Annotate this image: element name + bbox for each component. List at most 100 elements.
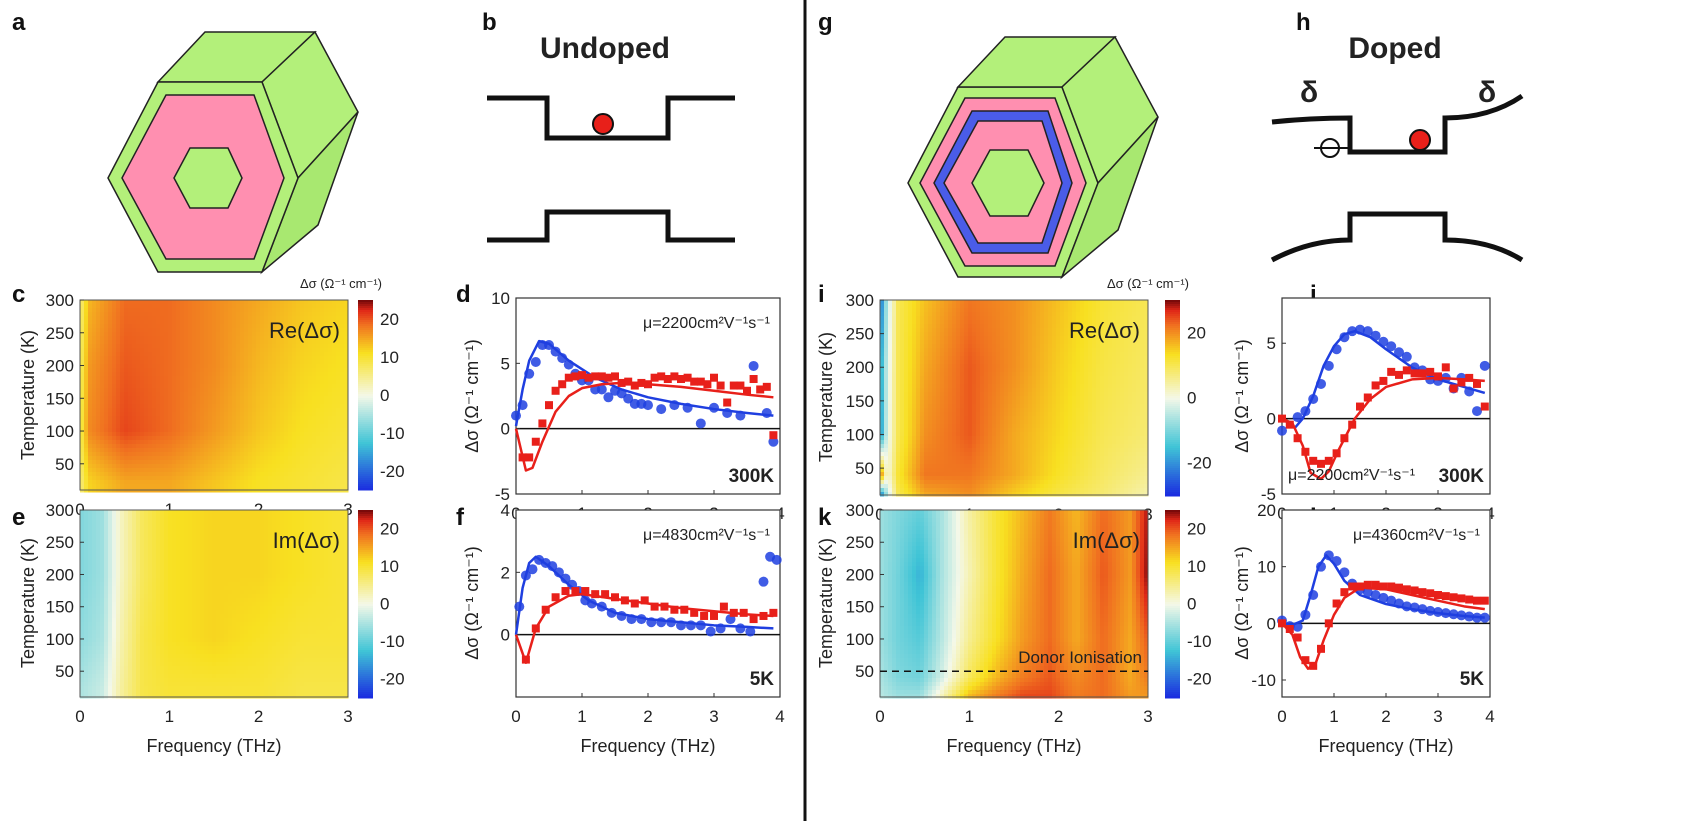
heatmap-cell [272,436,277,441]
heatmap-cell [172,440,177,445]
heatmap-cell [156,440,161,445]
heatmap-cell [120,460,125,465]
heatmap-cell [140,476,145,481]
heatmap-cell [332,352,337,357]
heatmap-cell [80,634,85,639]
heatmap-cell [148,534,153,539]
heatmap-cell [336,360,341,365]
heatmap-cell [160,388,165,393]
heatmap-cell [212,598,217,603]
heatmap-cell [116,392,121,397]
heatmap-cell [96,646,101,651]
heatmap-cell [292,332,297,337]
heatmap-cell [244,388,249,393]
heatmap-cell [172,408,177,413]
heatmap-cell [272,388,277,393]
heatmap-cell [116,384,121,389]
heatmap-cell [212,368,217,373]
heatmap-cell [332,448,337,453]
heatmap-cell [144,420,149,425]
heatmap-cell [164,526,169,531]
heatmap-cell [120,678,125,683]
heatmap-cell [212,344,217,349]
heatmap-cell [180,686,185,691]
heatmap-cell [340,364,345,369]
heatmap-cell [344,380,349,385]
heatmap-cell [288,436,293,441]
heatmap-cell [200,440,205,445]
heatmap-cell [184,514,189,519]
heatmap-cell [84,694,89,699]
heatmap-cell [232,476,237,481]
heatmap-cell [284,448,289,453]
heatmap-cell [80,328,85,333]
heatmap-cell [140,578,145,583]
heatmap-cell [148,514,153,519]
heatmap-cell [316,384,321,389]
heatmap-cell [308,312,313,317]
heatmap-cell [276,308,281,313]
heatmap-cell [116,396,121,401]
heatmap-cell [168,484,173,489]
heatmap-cell [144,658,149,663]
heatmap-cell [180,448,185,453]
heatmap-cell [148,372,153,377]
heatmap-cell [176,582,181,587]
heatmap-cell [248,312,253,317]
heatmap-cell [312,364,317,369]
heatmap-cell [168,336,173,341]
heatmap-cell [108,590,113,595]
heatmap-cell [136,312,141,317]
heatmap-cell [92,460,97,465]
heatmap-cell [204,594,209,599]
heatmap-cell [280,472,285,477]
heatmap-cell [164,690,169,695]
heatmap-cell [168,412,173,417]
heatmap-cell [100,614,105,619]
heatmap-cell [192,622,197,627]
heatmap-cell [252,416,257,421]
heatmap-cell [216,550,221,555]
heatmap-cell [132,578,137,583]
heatmap-cell [300,388,305,393]
heatmap-cell [144,690,149,695]
heatmap-cell [132,460,137,465]
heatmap-cell [136,472,141,477]
heatmap-cell [136,678,141,683]
heatmap-cell [152,574,157,579]
heatmap-cell [136,606,141,611]
heatmap-cell [144,586,149,591]
heatmap-cell [116,642,121,647]
heatmap-cell [100,424,105,429]
heatmap-cell [96,320,101,325]
heatmap-cell [232,480,237,485]
heatmap-cell [264,448,269,453]
heatmap-cell [184,566,189,571]
heatmap-cell [124,602,129,607]
heatmap-cell [84,586,89,591]
heatmap-cell [272,356,277,361]
heatmap-cell [292,404,297,409]
heatmap-cell [224,456,229,461]
heatmap-cell [144,546,149,551]
heatmap-cell [152,546,157,551]
heatmap-cell [152,598,157,603]
heatmap-cell [148,312,153,317]
heatmap-cell [180,530,185,535]
heatmap-cell [196,356,201,361]
heatmap-cell [184,324,189,329]
heatmap-cell [84,312,89,317]
heatmap-cell [252,476,257,481]
heatmap-cell [180,578,185,583]
heatmap-cell [156,452,161,457]
heatmap-cell [124,534,129,539]
heatmap-cell [124,574,129,579]
heatmap-cell [124,416,129,421]
heatmap-cell [92,646,97,651]
heatmap-cell [212,432,217,437]
heatmap-cell [324,440,329,445]
heatmap-cell [192,312,197,317]
heatmap-cell [320,312,325,317]
heatmap-cell [208,694,213,699]
heatmap-cell [112,376,117,381]
